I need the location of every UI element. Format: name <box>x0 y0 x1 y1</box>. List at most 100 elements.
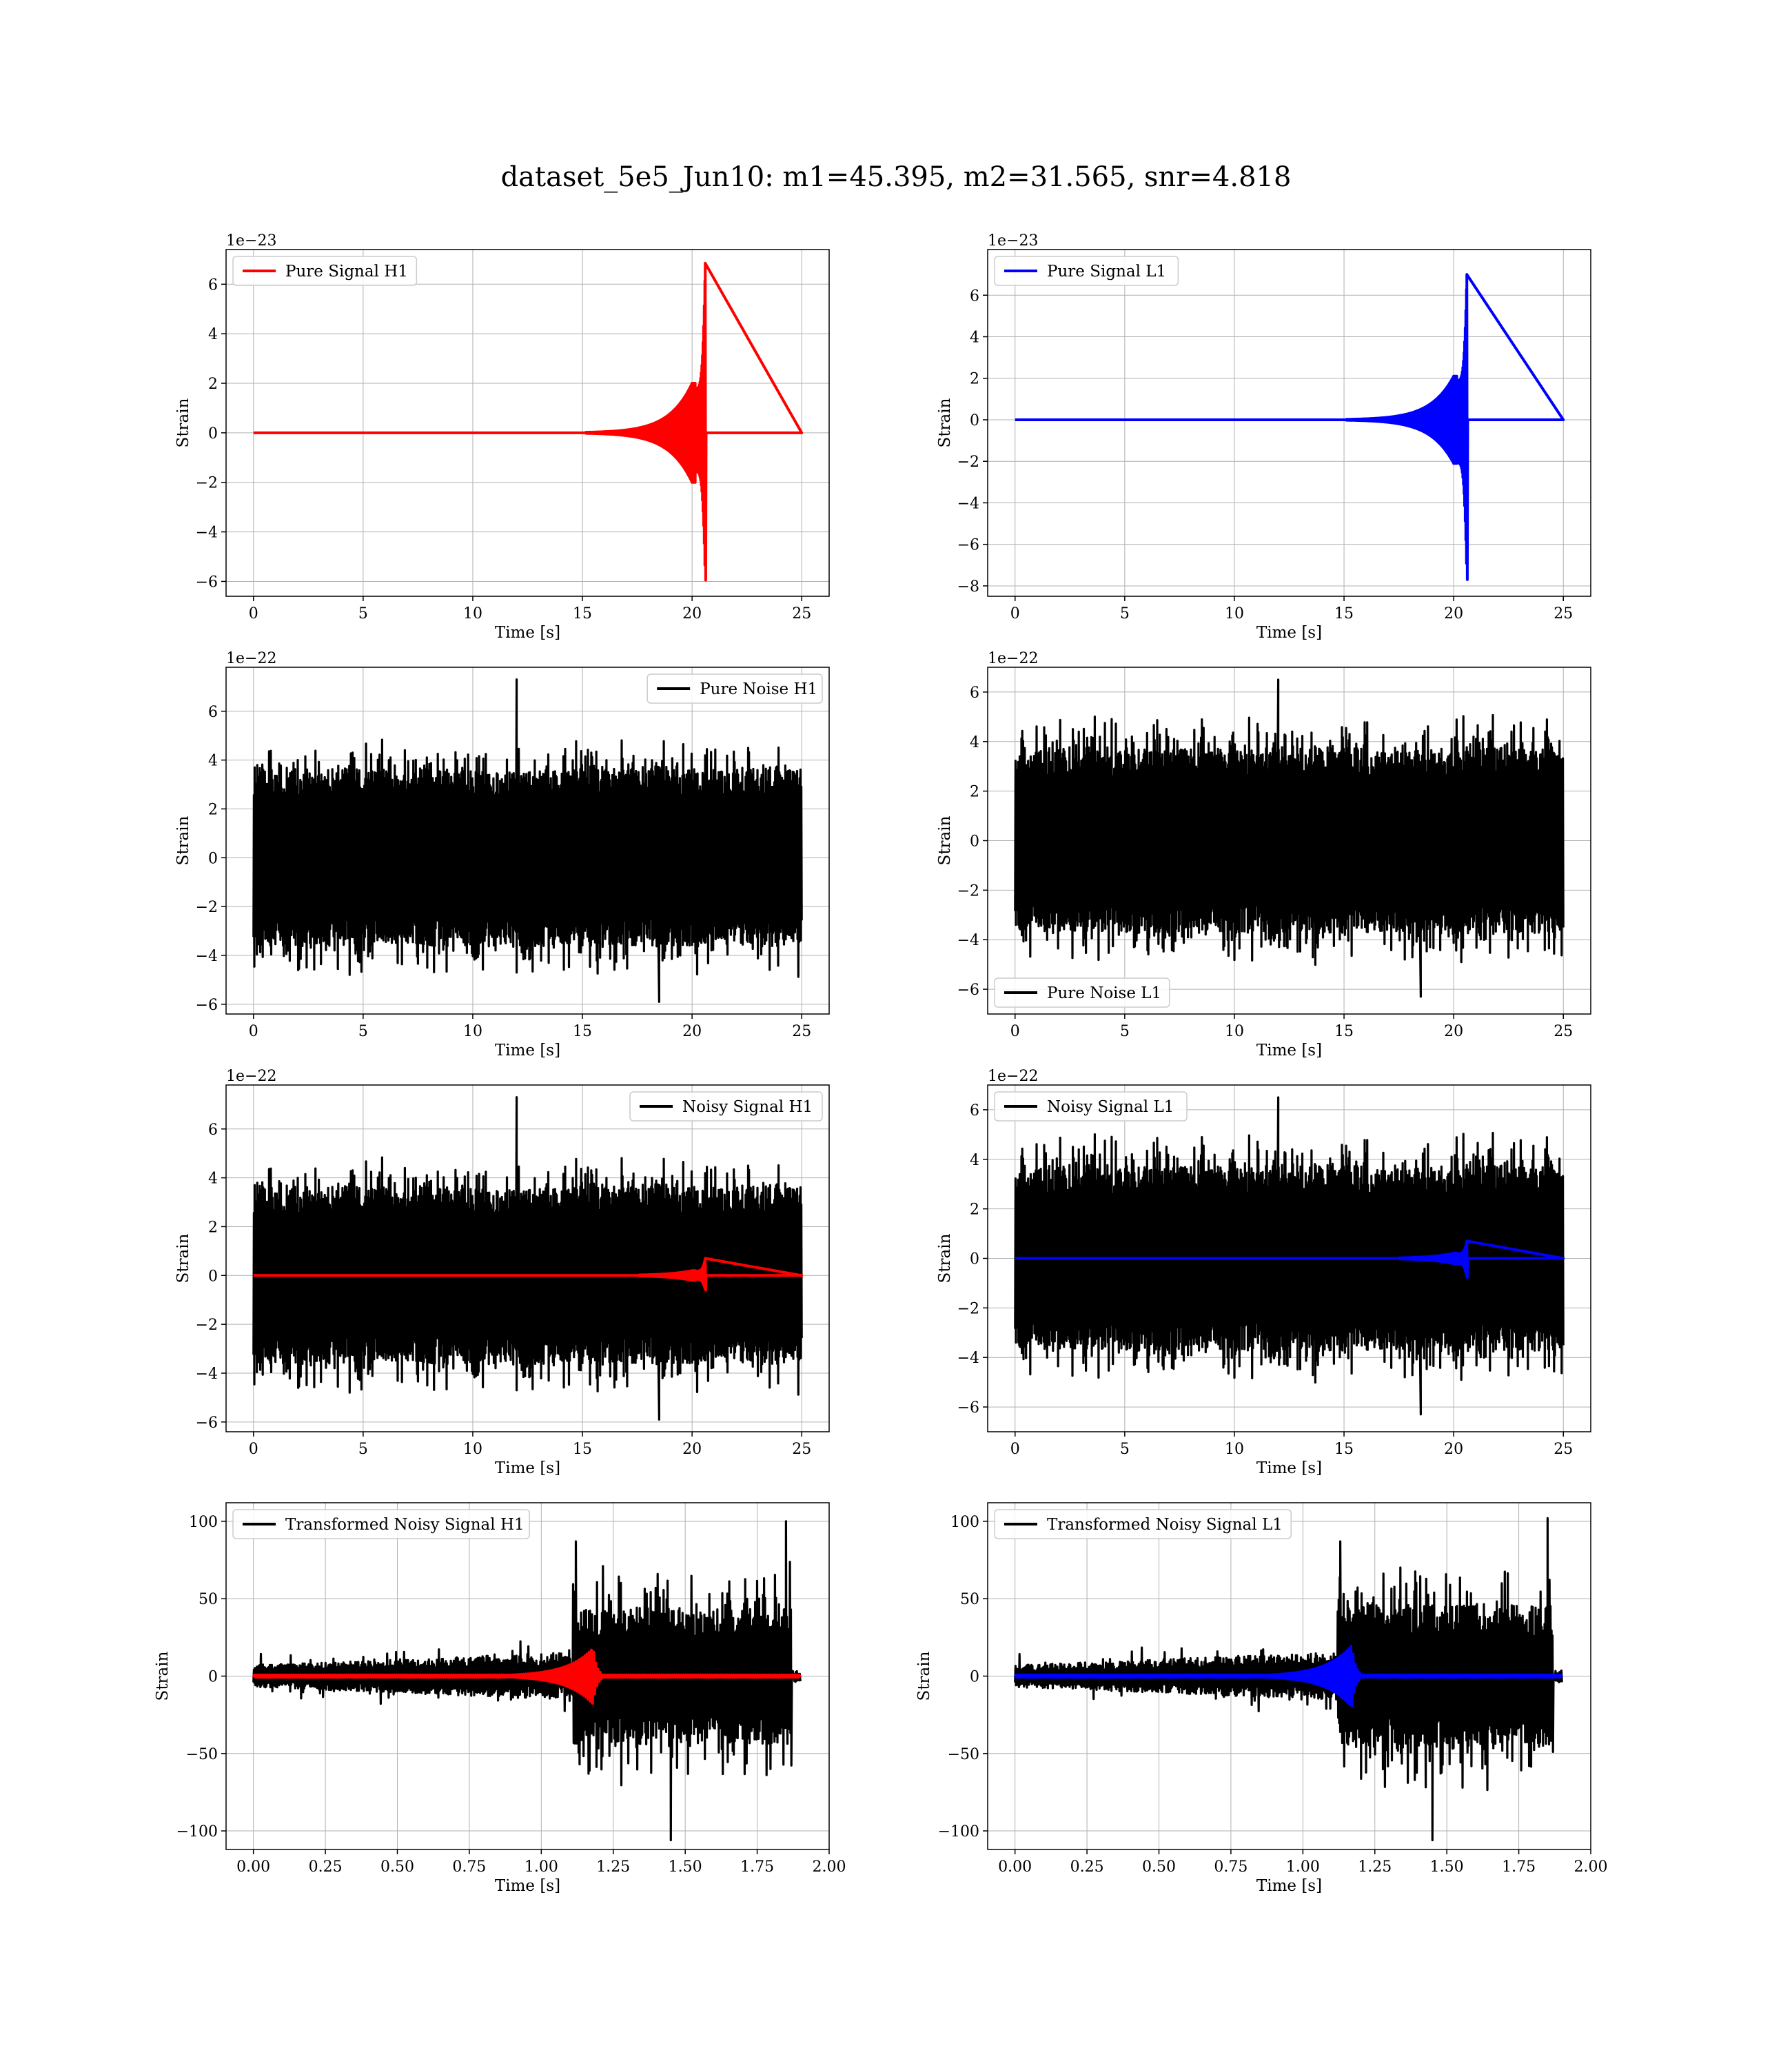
chart-panel-transformed-noisy-signal-h1: 0.00 0.25 0.50 0.75 1.00 1.25 1.50 1.75 2.00 −100… <box>154 1502 846 1895</box>
x-tick-label: 1.25 <box>1358 1858 1392 1876</box>
x-tick-label: 5 <box>1120 1441 1130 1458</box>
x-tick-label: 25 <box>792 1441 811 1458</box>
y-tick-label: −100 <box>938 1823 979 1841</box>
offset-text: 1e−22 <box>226 1068 276 1085</box>
legend: Transformed Noisy Signal H1 <box>232 1509 530 1539</box>
y-tick-label: 2 <box>208 801 218 818</box>
x-tick-label: 0 <box>249 1023 258 1040</box>
x-tick-label: 10 <box>463 1441 482 1458</box>
legend: Noisy Signal H1 <box>629 1091 823 1122</box>
x-tick-label: 0.50 <box>1142 1858 1176 1876</box>
x-tick-label: 15 <box>1334 605 1354 622</box>
y-tick-label: 0 <box>970 833 979 851</box>
y-tick-label: 4 <box>970 734 979 751</box>
legend: Pure Signal L1 <box>994 256 1179 286</box>
x-tick-label: 0.75 <box>452 1858 486 1876</box>
legend-label: Noisy Signal L1 <box>1047 1098 1174 1116</box>
x-tick-label: 0 <box>249 605 258 622</box>
y-tick-label: −6 <box>957 1399 979 1417</box>
x-axis-label: Time [s] <box>495 1042 560 1060</box>
x-tick-label: 15 <box>573 1023 592 1040</box>
x-tick-label: 1.75 <box>740 1858 774 1876</box>
x-tick-label: 25 <box>792 1023 811 1040</box>
x-tick-label: 1.50 <box>1430 1858 1464 1876</box>
y-tick-label: −4 <box>957 1350 979 1367</box>
legend-label: Noisy Signal H1 <box>682 1098 813 1116</box>
y-tick-label: 6 <box>970 685 979 702</box>
x-tick-label: 1.00 <box>1286 1858 1320 1876</box>
legend: Transformed Noisy Signal L1 <box>994 1509 1292 1539</box>
x-tick-label: 15 <box>573 1441 592 1458</box>
axes-frame <box>225 1084 830 1432</box>
x-tick-label: 20 <box>682 1441 702 1458</box>
y-tick-label: 0 <box>970 1669 979 1686</box>
y-tick-label: −50 <box>186 1746 218 1763</box>
x-axis-label: Time [s] <box>1256 1459 1322 1477</box>
y-tick-label: 4 <box>970 330 979 347</box>
y-tick-label: −100 <box>176 1823 218 1841</box>
x-tick-label: 1.50 <box>669 1858 702 1876</box>
y-axis-label: Strain <box>174 398 192 447</box>
offset-text: 1e−22 <box>988 650 1038 667</box>
series-line-overlay-1 <box>1014 1239 1565 1279</box>
y-tick-label: 0 <box>208 425 218 443</box>
y-tick-label: −4 <box>957 932 979 949</box>
x-tick-label: 25 <box>792 605 811 622</box>
offset-text: 1e−23 <box>226 232 276 250</box>
y-tick-label: 4 <box>208 1170 218 1188</box>
x-tick-label: 2.00 <box>1574 1858 1608 1876</box>
legend-label: Transformed Noisy Signal L1 <box>1047 1516 1283 1534</box>
series-line-pure-signal-l1 <box>1014 273 1565 581</box>
x-tick-label: 5 <box>358 1441 368 1458</box>
legend-label: Pure Noise H1 <box>700 680 817 698</box>
x-axis-label: Time [s] <box>1256 1877 1322 1895</box>
y-axis-label: Strain <box>174 1233 192 1283</box>
axes-frame <box>987 249 1591 597</box>
chart-panel-pure-signal-l1: 0 5 10 15 20 25 −8 −6 −4 −2 0 2 4 6 Time [s] Strain 1e−2… <box>936 232 1591 642</box>
y-tick-label: 6 <box>970 287 979 305</box>
y-tick-label: −4 <box>957 495 979 512</box>
x-tick-label: 5 <box>358 605 368 622</box>
y-tick-label: −4 <box>196 525 218 542</box>
y-tick-label: −6 <box>196 997 218 1014</box>
x-tick-label: 5 <box>1120 605 1130 622</box>
y-tick-label: 2 <box>970 784 979 801</box>
chart-panel-noisy-signal-h1: 0 5 10 15 20 25 −6 −4 −2 0 2 4 6 Time [s] Strain 1e−22 N… <box>174 1068 830 1477</box>
x-axis-label: Time [s] <box>1256 624 1322 642</box>
chart-panel-pure-noise-l1: 0 5 10 15 20 25 −6 −4 −2 0 2 4 6 Time [s] Strain 1e−22 P… <box>936 650 1591 1060</box>
series-line-noisy-signal-h1 <box>252 1096 803 1421</box>
chart-panel-pure-noise-h1: 0 5 10 15 20 25 −6 −4 −2 0 2 4 6 Time [s] Strain 1e−22 P… <box>174 650 830 1060</box>
x-tick-label: 10 <box>463 1023 482 1040</box>
x-tick-label: 0.25 <box>1070 1858 1104 1876</box>
x-tick-label: 0.25 <box>309 1858 343 1876</box>
legend: Pure Signal H1 <box>232 256 418 286</box>
x-tick-label: 15 <box>573 605 592 622</box>
axes-frame <box>225 667 830 1015</box>
x-tick-label: 10 <box>463 605 482 622</box>
offset-text: 1e−22 <box>226 650 276 667</box>
legend-box <box>994 256 1179 286</box>
offset-text: 1e−23 <box>988 232 1038 250</box>
legend-box <box>232 1509 530 1539</box>
figure-title: dataset_5e5_Jun10: m1=45.395, m2=31.565,… <box>501 161 1292 193</box>
y-tick-label: 0 <box>208 1268 218 1285</box>
y-tick-label: −6 <box>196 574 218 591</box>
legend: Noisy Signal L1 <box>994 1091 1188 1122</box>
x-tick-label: 20 <box>1444 1441 1463 1458</box>
y-tick-label: −2 <box>957 882 979 900</box>
y-tick-label: 0 <box>208 1669 218 1686</box>
y-tick-label: −2 <box>957 1300 979 1317</box>
y-tick-label: 4 <box>208 753 218 770</box>
y-tick-label: 100 <box>189 1514 218 1531</box>
y-tick-label: 4 <box>970 1152 979 1169</box>
x-tick-label: 15 <box>1334 1441 1354 1458</box>
y-tick-label: −8 <box>957 578 979 596</box>
x-tick-label: 0.00 <box>998 1858 1032 1876</box>
x-tick-label: 25 <box>1554 1441 1573 1458</box>
y-tick-label: 6 <box>208 276 218 294</box>
y-tick-label: 50 <box>198 1591 218 1608</box>
y-tick-label: −6 <box>957 982 979 999</box>
series-line-pure-noise-h1 <box>252 678 803 1003</box>
legend-box <box>994 977 1170 1008</box>
x-axis-label: Time [s] <box>495 1877 560 1895</box>
